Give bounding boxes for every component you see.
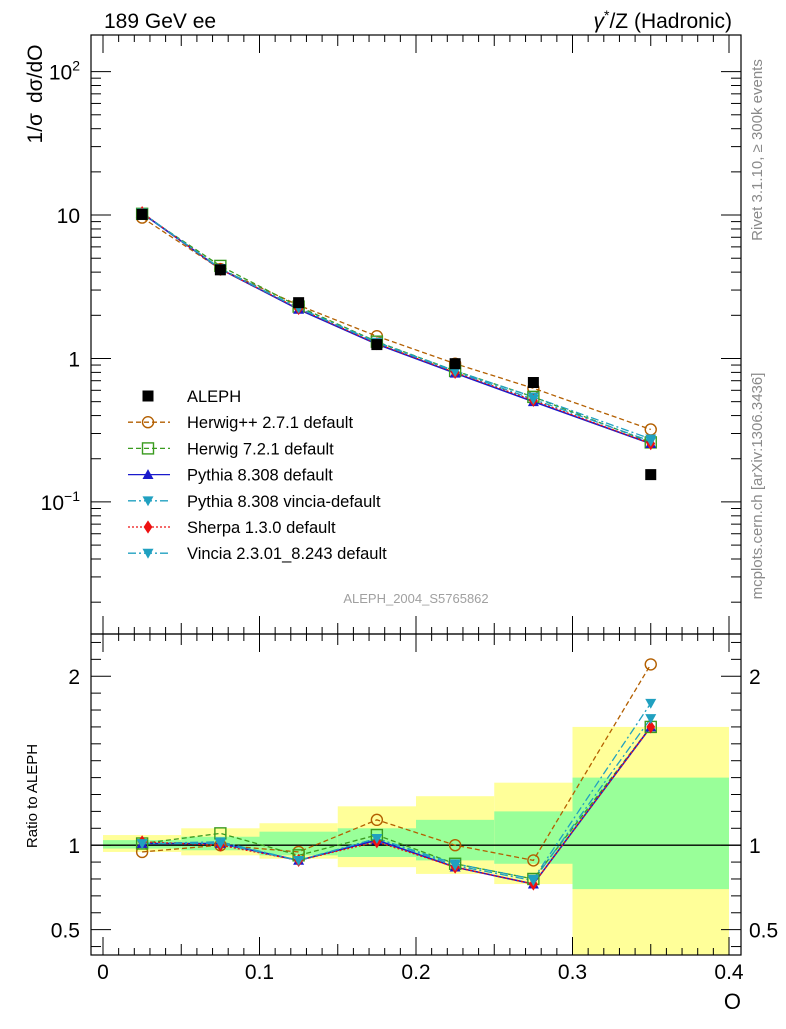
data-point-0: [136, 208, 148, 220]
header-star: *: [604, 7, 610, 23]
top-frame: [90, 34, 742, 635]
rivet-label: Rivet 3.1.10, ≥ 300k events: [749, 59, 766, 241]
ratio-ytick-label-left-2: 0.5: [51, 920, 80, 943]
legend-label-4: Pythia 8.308 vincia-default: [187, 493, 381, 511]
data-point-1: [214, 264, 226, 276]
header-right: γ*/Z (Hadronic): [594, 7, 732, 33]
legend-marker-0: [142, 390, 154, 402]
legend-label-6: Vincia 2.3.01_8.243 default: [187, 545, 387, 563]
top-ytick-exp: −1: [64, 488, 80, 504]
legend-marker-4: [142, 496, 154, 507]
top-ytick-base: 10: [49, 62, 72, 85]
top-line-1: [141, 213, 651, 444]
top-line-2: [141, 212, 652, 445]
top-ytick-base: 1: [68, 348, 80, 371]
legend-marker-5: [143, 520, 153, 534]
top-ylabel: 1/σ dσ/dO: [24, 45, 47, 144]
mcplots-label: mcplots.cern.ch [arXiv:1306.3436]: [749, 373, 766, 600]
top-ytick-label-2: 1: [68, 348, 80, 371]
top-ytick-base: 10: [57, 205, 80, 228]
data-point-4: [449, 358, 461, 370]
ratio-line-0: [142, 664, 652, 862]
xtick-label-0: 0: [97, 961, 109, 984]
legend-marker-6: [142, 548, 154, 559]
ratio-point-s4-6: [646, 720, 656, 734]
top-ytick-base: 10: [41, 492, 64, 515]
top-line-5: [141, 212, 651, 442]
legend-label-2: Herwig 7.2.1 default: [187, 440, 334, 458]
xtick-label-3: 0.3: [558, 961, 587, 984]
top-ytick-exp: 2: [72, 58, 80, 74]
uncertainty-bands: [91, 726, 741, 955]
ratio-ytick-label-right-0: 2: [749, 666, 761, 689]
ratio-ytick-label-right-1: 1: [749, 835, 761, 858]
ratio-point-s5-1: [214, 839, 226, 849]
xtick-label-4: 0.4: [714, 961, 744, 984]
top-ylabel-diff: dσ/dO: [24, 45, 47, 104]
legend-marker-3: [142, 469, 154, 479]
top-point-s5-6: [645, 436, 657, 447]
header-left: 189 GeV ee: [104, 10, 216, 33]
legend-marker-1: [141, 416, 155, 429]
xtick-label-2: 0.2: [401, 961, 430, 984]
xtick-label-1: 0.1: [245, 961, 274, 984]
ratio-point-s5-0: [136, 839, 148, 849]
analysis-watermark: ALEPH_2004_S5765862: [343, 591, 488, 606]
ratio-ytick-label-left-1: 1: [68, 835, 80, 858]
top-point-s5-4: [449, 367, 461, 378]
ratio-point-s0-6: [644, 658, 657, 671]
header-process: /Z (Hadronic): [609, 10, 732, 33]
data-point-6: [645, 469, 657, 481]
legend-label-3: Pythia 8.308 default: [187, 467, 333, 485]
ratio-point-s3-6: [645, 698, 657, 709]
ratio-point-s5-3: [371, 834, 383, 844]
series-markers: [135, 206, 657, 891]
top-ytick-label-0: 102: [49, 58, 80, 85]
ratio-point-s5-5: [527, 876, 539, 887]
data-point-3: [371, 339, 383, 351]
x-axis-label: O: [724, 989, 741, 1014]
top-ytick-label-1: 10: [57, 205, 80, 228]
legend-label-1: Herwig++ 2.7.1 default: [187, 414, 353, 432]
top-point-s5-5: [527, 394, 539, 405]
legend: ALEPH Herwig++ 2.7.1 default Herwig 7.2.1 …: [128, 388, 387, 563]
ratio-point-s5-4: [449, 861, 461, 871]
ratio-point-s0-4: [448, 838, 462, 852]
legend-label-5: Sherpa 1.3.0 default: [187, 519, 336, 537]
ratio-ytick-label-right-2: 0.5: [749, 920, 778, 943]
ratio-point-s0-5: [527, 854, 540, 867]
ratio-point-s0-3: [370, 813, 384, 827]
top-ylabel-norm: 1/σ: [24, 113, 47, 144]
legend-label-0: ALEPH: [187, 388, 241, 406]
top-line-4: [141, 212, 651, 445]
ratio-point-s5-2: [293, 855, 305, 866]
data-point-2: [293, 297, 305, 309]
data-point-5: [527, 377, 539, 389]
ratio-ylabel: Ratio to ALEPH: [24, 744, 41, 848]
band-stat-bin-2: [259, 831, 338, 856]
ratio-ytick-label-left-0: 2: [68, 666, 80, 689]
top-ytick-label-3: 10−1: [41, 488, 81, 515]
ratio-point-s5-6: [645, 714, 657, 724]
header-gamma: γ: [594, 10, 606, 33]
legend-marker-2: [141, 442, 155, 455]
